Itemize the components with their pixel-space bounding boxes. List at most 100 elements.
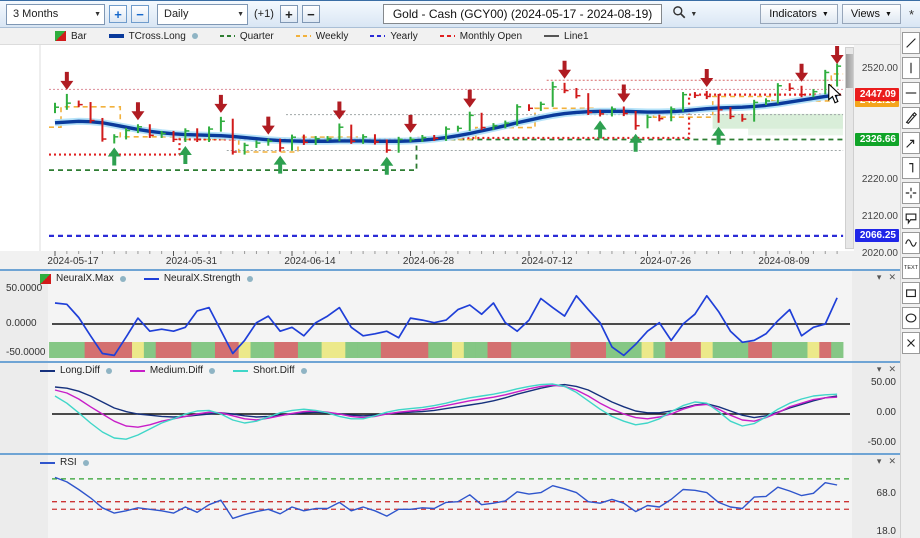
legend-item-medium-diff[interactable]: Medium.Diff [130,365,215,376]
vertical-line-tool-button[interactable] [902,57,920,79]
legend-item-bar[interactable]: Bar [55,31,87,42]
wave-tool-icon [904,236,918,250]
legend-item-line1[interactable]: Line1 [544,31,588,42]
legend-item-short-diff[interactable]: Short.Diff [233,365,307,376]
line-series-icon [233,370,248,372]
legend-label: Line1 [564,31,588,42]
date-tick-label: 2024-05-31 [152,256,232,267]
views-button[interactable]: Views ▼ [842,4,901,24]
legend-item-neuralx-strength[interactable]: NeuralX.Strength [144,273,253,284]
price-chart-canvas[interactable] [0,45,852,251]
price-tick-label: 2520.00 [862,62,898,75]
drawing-toolbar: TEXT [900,28,920,538]
mouse-cursor [827,84,843,107]
scrollbar-thumb[interactable] [846,54,853,88]
line-series-icon [130,370,145,372]
collapse-panel-button[interactable]: ▾ [877,272,882,282]
pen-tool-button[interactable] [902,107,920,129]
legend-item-monthly-open[interactable]: Monthly Open [440,31,522,42]
wave-tool-button[interactable] [902,232,920,254]
price-tick-label: 2120.00 [862,210,898,223]
ellipse-tool-icon [904,311,918,325]
price-axis: 2520.002431.102447.092326.662220.002120.… [854,45,900,255]
legend-item-yearly[interactable]: Yearly [370,31,417,42]
neural-index-panel: NeuralX.MaxNeuralX.Strength 50.00000.000… [0,271,900,361]
collapse-panel-button[interactable]: ▾ [877,456,882,466]
axis-tick-label: 18.0 [856,526,896,538]
legend-label: Long.Diff [60,365,100,376]
date-tick-label: 2024-06-28 [389,256,469,267]
chevron-down-icon: ▼ [94,11,101,18]
axis-tick-label: 50.0000 [6,283,42,295]
close-panel-button[interactable]: ✕ [888,456,896,466]
rsi-canvas[interactable] [0,455,900,538]
legend-item-neuralx-max[interactable]: NeuralX.Max [40,273,126,284]
bar-series-icon [40,274,51,284]
rectangle-tool-icon [904,286,918,300]
trend-line-tool-icon [904,36,918,50]
ellipse-tool-button[interactable] [902,307,920,329]
delete-tool-button[interactable] [902,332,920,354]
remove-bar-button[interactable]: − [302,5,320,23]
diff-panel: Long.DiffMedium.DiffShort.Diff 50.000.00… [0,363,900,453]
horizontal-line-tool-button[interactable] [902,82,920,104]
diff-canvas[interactable] [0,363,900,453]
legend-label: Quarter [240,31,274,42]
line-series-icon [109,34,124,38]
legend-label: RSI [60,457,77,468]
views-label: Views [851,8,880,20]
rectangle-tool-button[interactable] [902,282,920,304]
rsi-panel: RSI 68.0 18.0 ▾ ✕ [0,455,900,538]
offset-label: (+1) [254,8,274,20]
collapse-panel-button[interactable]: ▾ [877,364,882,374]
vertical-line-tool-icon [904,61,918,75]
callout-tool-icon [904,211,918,225]
line-series-icon [544,35,559,37]
symbol-title-box[interactable]: Gold - Cash (GCY00) (2024-05-17 - 2024-0… [383,4,662,24]
add-bar-button[interactable]: + [280,5,298,23]
axis-tick-label: -50.0000 [6,347,45,359]
info-dot-icon [192,33,198,39]
search-icon [672,5,687,23]
legend-label: NeuralX.Max [56,273,114,284]
angle-tool-button[interactable] [902,157,920,179]
legend-item-quarter[interactable]: Quarter [220,31,274,42]
close-panel-button[interactable]: ✕ [888,364,896,374]
legend-label: Short.Diff [253,365,295,376]
legend-label: Medium.Diff [150,365,203,376]
legend-item-long-diff[interactable]: Long.Diff [40,365,112,376]
legend-item-weekly[interactable]: Weekly [296,31,349,42]
zoom-out-button[interactable]: − [131,5,149,23]
neural-index-canvas[interactable] [0,271,900,361]
date-tick-label: 2024-05-17 [33,256,113,267]
axis-tick-label: 68.0 [856,488,896,500]
date-tick-label: 2024-07-26 [626,256,706,267]
zoom-in-button[interactable]: + [109,5,127,23]
dashed-line-icon [296,35,311,37]
text-tool-button[interactable]: TEXT [902,257,920,279]
close-panel-button[interactable]: ✕ [888,272,896,282]
legend-label: TCross.Long [129,31,186,42]
period-select[interactable]: 3 Months ▼ [6,4,105,25]
unsaved-indicator: * [909,7,914,22]
price-chart-panel: 2520.002431.102447.092326.662220.002120.… [0,45,900,251]
legend-item-tcross-long[interactable]: TCross.Long [109,31,198,42]
callout-tool-button[interactable] [902,207,920,229]
interval-select[interactable]: Daily ▼ [157,4,248,25]
trading-app-window: 3 Months ▼ + − Daily ▼ (+1) + − Gold - C… [0,0,920,538]
arrow-tool-button[interactable] [902,132,920,154]
price-badge: 2447.09 [855,88,899,101]
price-badge: 2326.66 [855,133,899,146]
indicators-label: Indicators [769,8,817,20]
chart-scrollbar[interactable] [845,47,854,249]
axis-tick-label: -50.00 [856,437,896,449]
chevron-down-icon: ▼ [690,11,697,18]
indicators-button[interactable]: Indicators ▼ [760,4,838,24]
search-button[interactable]: ▼ [672,5,697,23]
chevron-down-icon: ▼ [885,11,892,18]
legend-label: Weekly [316,31,349,42]
trend-line-tool-button[interactable] [902,32,920,54]
crosshair-tool-button[interactable] [902,182,920,204]
legend-item-rsi[interactable]: RSI [40,457,89,468]
line-series-icon [40,462,55,464]
